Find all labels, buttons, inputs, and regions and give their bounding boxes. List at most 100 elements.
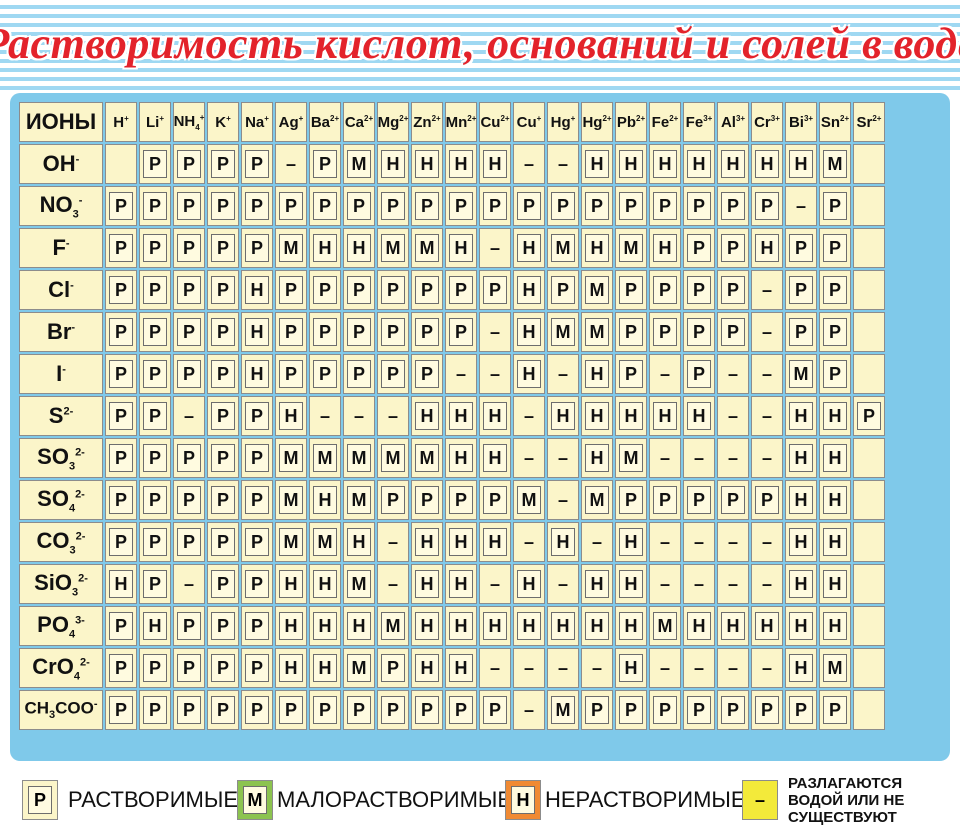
solubility-symbol: – [693,532,704,552]
solubility-cell: М [343,144,375,184]
solubility-cell: Н [343,606,375,646]
solubility-cell: М [275,480,307,520]
solubility-cell: Р [207,312,239,352]
legend-item-insoluble: Н НЕРАСТВОРИМЫЕ [505,780,746,820]
solubility-symbol: Р [245,444,269,472]
solubility-symbol: Р [551,276,575,304]
solubility-symbol: М [789,360,813,388]
solubility-cell: Р [173,606,205,646]
solubility-symbol: Р [381,696,405,724]
solubility-symbol: Р [245,234,269,262]
solubility-cell: – [785,186,817,226]
solubility-cell: Р [717,186,749,226]
solubility-cell: Р [717,480,749,520]
solubility-symbol: Р [211,486,235,514]
solubility-symbol: – [557,448,568,468]
cation-header: Bi3+ [785,102,817,142]
solubility-cell: – [751,522,783,562]
solubility-symbol: – [659,448,670,468]
solubility-symbol: Р [279,318,303,346]
solubility-symbol: Р [143,570,167,598]
solubility-cell: Н [785,438,817,478]
solubility-symbol: Р [143,654,167,682]
solubility-cell: Р [207,270,239,310]
solubility-symbol: Н [449,150,473,178]
legend-label: РАЗЛАГАЮТСЯ ВОДОЙ ИЛИ НЕ СУЩЕСТВУЮТ [788,774,905,826]
solubility-symbol: Р [143,150,167,178]
solubility-cell: – [547,438,579,478]
solubility-cell: Р [275,186,307,226]
solubility-symbol: Р [279,360,303,388]
solubility-cell: Р [445,690,477,730]
solubility-cell: Р [751,480,783,520]
cation-header: Mn2+ [445,102,477,142]
solubility-cell: Н [479,144,511,184]
solubility-symbol: Н [619,570,643,598]
solubility-cell: Р [377,648,409,688]
solubility-cell: Н [411,648,443,688]
solubility-cell: Р [649,270,681,310]
legend-symbol: М [243,786,267,814]
solubility-symbol: Н [449,402,473,430]
solubility-cell: Р [207,354,239,394]
solubility-cell [853,606,885,646]
solubility-symbol: – [761,322,772,342]
solubility-symbol: Р [313,696,337,724]
solubility-cell [853,648,885,688]
solubility-cell: Н [105,564,137,604]
solubility-symbol: Н [483,612,507,640]
solubility-cell: Р [105,396,137,436]
solubility-cell: Н [275,648,307,688]
solubility-cell: Н [411,606,443,646]
solubility-symbol: Р [211,612,235,640]
solubility-symbol: М [823,654,847,682]
solubility-symbol: М [381,612,405,640]
solubility-symbol: Н [449,444,473,472]
solubility-cell: М [581,312,613,352]
solubility-symbol: Н [279,612,303,640]
solubility-cell: Н [445,606,477,646]
solubility-cell: Р [105,228,137,268]
solubility-symbol: Н [619,528,643,556]
solubility-symbol: Р [449,318,473,346]
solubility-cell: Р [173,648,205,688]
solubility-symbol: Р [279,696,303,724]
solubility-cell: Р [139,522,171,562]
solubility-symbol: Р [177,150,201,178]
solubility-symbol: Р [823,360,847,388]
solubility-cell: Р [819,312,851,352]
solubility-symbol: Н [551,612,575,640]
solubility-cell: Н [547,396,579,436]
solubility-symbol: Р [381,318,405,346]
solubility-symbol: – [591,658,602,678]
solubility-symbol: Р [347,318,371,346]
solubility-cell: – [649,522,681,562]
solubility-symbol: Р [721,696,745,724]
solubility-symbol: Н [313,654,337,682]
solubility-cell: Р [513,186,545,226]
table-row: Cl- Р Р Р Р Н Р Р Р Р Р Р Р Н Р М Р Р Р Р – Р Р [19,270,885,310]
solubility-cell: Р [275,312,307,352]
solubility-cell: Р [105,522,137,562]
solubility-cell: Н [411,144,443,184]
solubility-cell: М [513,480,545,520]
solubility-symbol: Н [585,234,609,262]
cation-header: Fe2+ [649,102,681,142]
cation-header: Ca2+ [343,102,375,142]
cation-header: Mg2+ [377,102,409,142]
solubility-cell: – [513,690,545,730]
solubility-cell: Н [513,228,545,268]
solubility-symbol: М [551,234,575,262]
solubility-cell: Р [275,690,307,730]
legend-symbol: Н [511,786,535,814]
solubility-symbol: – [557,490,568,510]
legend-swatch-insoluble: Н [505,780,541,820]
solubility-cell: Н [717,144,749,184]
solubility-cell: Р [785,312,817,352]
solubility-cell: Р [207,690,239,730]
cation-header: Hg+ [547,102,579,142]
solubility-cell: Н [309,648,341,688]
solubility-cell: Н [547,606,579,646]
solubility-symbol: Р [143,276,167,304]
solubility-cell [105,144,137,184]
